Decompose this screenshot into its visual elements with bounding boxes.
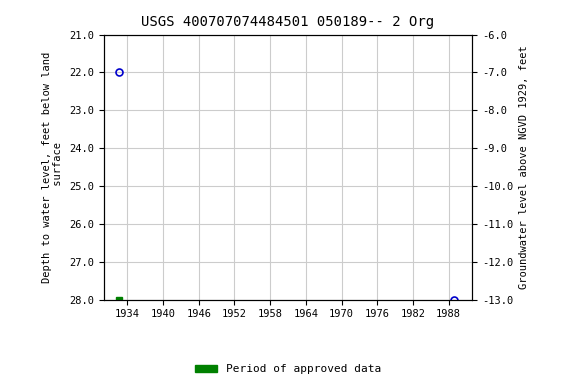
Legend: Period of approved data: Period of approved data (191, 360, 385, 379)
Title: USGS 400707074484501 050189-- 2 Org: USGS 400707074484501 050189-- 2 Org (142, 15, 434, 29)
Y-axis label: Groundwater level above NGVD 1929, feet: Groundwater level above NGVD 1929, feet (519, 45, 529, 289)
Y-axis label: Depth to water level, feet below land
 surface: Depth to water level, feet below land su… (42, 51, 63, 283)
